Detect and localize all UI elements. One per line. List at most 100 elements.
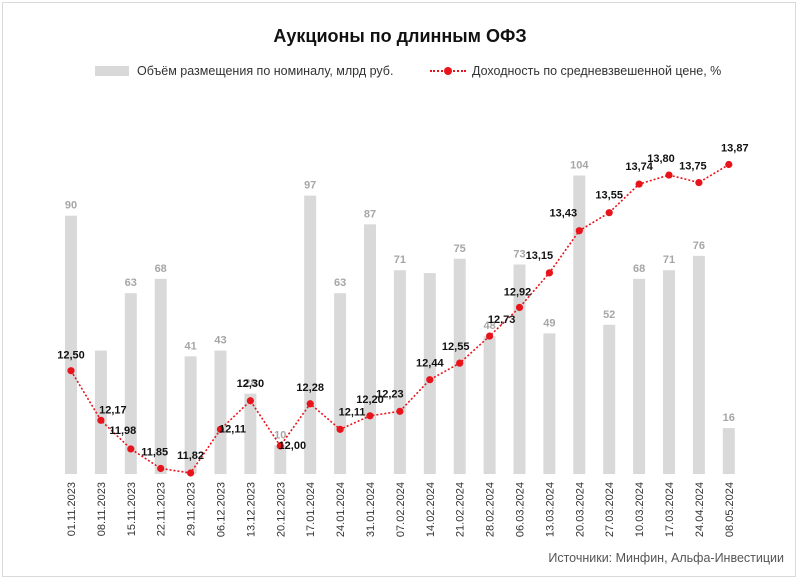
bar	[633, 278, 646, 474]
bar-value-label: 68	[633, 263, 645, 275]
yield-value-label: 11,98	[109, 425, 136, 437]
yield-point	[97, 416, 105, 424]
yield-point	[306, 400, 314, 408]
bar	[65, 215, 77, 474]
yield-line	[70, 163, 730, 474]
yield-point	[67, 367, 75, 375]
legend-bar-swatch	[95, 66, 129, 76]
x-tick-label: 28.02.2024	[485, 482, 497, 537]
x-tick-label: 13.12.2023	[245, 482, 257, 537]
bar	[423, 273, 436, 474]
bar	[364, 224, 376, 474]
bar	[393, 270, 406, 474]
legend-line-entry: Доходность по средневзвешенной цене, %	[430, 64, 721, 78]
yield-value-label: 12,44	[416, 358, 444, 370]
x-tick-label: 15.11.2023	[126, 482, 138, 536]
yield-point	[127, 445, 135, 453]
bar	[334, 293, 347, 474]
x-tick-label: 20.12.2023	[275, 482, 287, 537]
yield-point	[426, 376, 434, 384]
yield-value-label: 12,17	[99, 404, 127, 416]
yield-value-label: 12,92	[504, 286, 532, 298]
yield-value-label: 12,73	[488, 314, 516, 326]
yield-value-label: 12,00	[279, 440, 307, 452]
x-tick-label: 20.03.2024	[574, 482, 586, 537]
bar	[274, 445, 287, 474]
bar-value-label: 43	[214, 335, 226, 347]
x-tick-label: 27.03.2024	[604, 482, 616, 537]
yield-point	[456, 359, 464, 367]
yield-value-label: 13,15	[526, 250, 554, 262]
yield-value-label: 12,30	[237, 378, 265, 390]
x-tick-label: 06.03.2024	[515, 482, 527, 537]
legend-bar-entry: Объём размещения по номиналу, млрд руб.	[95, 64, 393, 78]
x-tick-label: 08.11.2023	[96, 482, 108, 536]
bar-value-label: 48	[483, 320, 495, 332]
x-tick-label: 06.12.2023	[216, 482, 228, 537]
bar	[244, 393, 257, 474]
yield-point	[575, 227, 583, 235]
bar	[304, 195, 317, 475]
bar-value-label: 41	[184, 340, 196, 352]
yield-value-label: 12,20	[356, 394, 384, 406]
yield-value-label: 12,28	[296, 382, 324, 394]
yield-value-label: 11,82	[177, 450, 204, 462]
yield-point	[396, 407, 404, 415]
x-tick-label: 24.04.2024	[694, 482, 706, 537]
yield-point	[157, 464, 165, 473]
yield-point	[276, 442, 284, 450]
x-tick-label: 29.11.2023	[186, 482, 198, 536]
yield-point	[695, 178, 703, 187]
legend-line-swatch	[430, 66, 466, 76]
bar	[124, 293, 137, 474]
x-tick-label: 22.11.2023	[156, 482, 168, 536]
bar-value-label: 49	[543, 317, 555, 329]
bar-value-label: 68	[155, 263, 167, 275]
yield-point	[366, 412, 374, 420]
yield-point	[486, 332, 494, 340]
bar	[483, 336, 496, 474]
x-tick-label: 31.01.2024	[365, 482, 377, 537]
yield-value-label: 12,23	[376, 388, 404, 400]
yield-value-label: 12,50	[57, 350, 85, 362]
yield-point	[515, 303, 524, 312]
yield-value-label: 13,75	[679, 161, 707, 173]
x-tick-label: 07.02.2024	[395, 482, 407, 537]
legend-line-label: Доходность по средневзвешенной цене, %	[472, 64, 722, 78]
chart-title: Аукционы по длинным ОФЗ	[273, 26, 527, 46]
bar	[184, 356, 197, 474]
bar	[513, 264, 526, 474]
bar	[722, 428, 735, 474]
bar	[543, 333, 556, 474]
yield-point	[635, 180, 643, 188]
yield-point	[246, 397, 254, 405]
bar-value-label: 10	[274, 429, 286, 441]
yield-point	[725, 160, 733, 169]
x-tick-label: 13.03.2024	[544, 482, 556, 537]
yield-point	[336, 425, 344, 433]
bar-value-label: 63	[125, 277, 137, 289]
x-tick-label: 17.01.2024	[305, 482, 317, 537]
bar	[573, 175, 586, 474]
bar-value-label: 63	[334, 277, 346, 289]
bar-value-label: 90	[65, 200, 77, 212]
yield-point	[665, 171, 673, 179]
yield-value-label: 11,85	[141, 446, 168, 458]
yield-point	[545, 269, 554, 277]
bar	[154, 278, 167, 474]
yield-value-label: 12,11	[339, 406, 366, 418]
bar-value-label: 73	[513, 248, 525, 260]
yield-point	[605, 209, 613, 217]
bar	[692, 255, 705, 474]
x-tick-label: 01.11.2023	[66, 482, 78, 536]
bar-value-label: 76	[693, 240, 705, 252]
yield-point	[187, 469, 195, 477]
bar-value-label: 87	[364, 208, 376, 220]
legend-bar-label: Объём размещения по номиналу, млрд руб.	[137, 64, 394, 78]
yield-value-label: 12,11	[219, 423, 246, 435]
bar-value-label: 71	[394, 254, 406, 266]
yield-value-label: 13,43	[550, 208, 578, 220]
x-tick-label: 14.02.2024	[425, 482, 437, 537]
yield-point	[216, 425, 225, 433]
bar-value-label: 75	[454, 243, 466, 255]
